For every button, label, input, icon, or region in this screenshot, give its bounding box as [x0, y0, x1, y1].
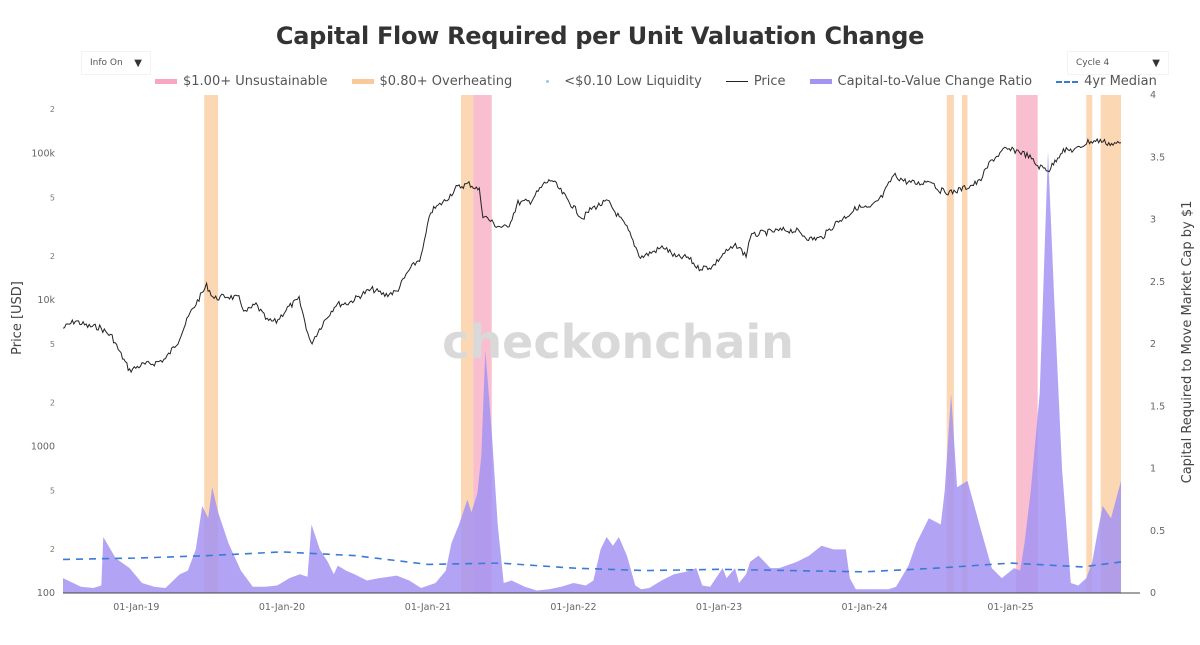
y-tick-label: 100k — [31, 148, 55, 159]
y2-tick-label: 4 — [1150, 90, 1156, 101]
y2-tick-label: 0 — [1150, 588, 1156, 599]
chart-legend: $1.00+ Unsustainable $0.80+ Overheating … — [155, 74, 1181, 89]
y-tick-label: 10k — [37, 295, 55, 306]
highlight-bands — [204, 95, 1122, 593]
legend-label: $1.00+ Unsustainable — [183, 74, 328, 89]
chart-title: Capital Flow Required per Unit Valuation… — [275, 22, 925, 50]
chevron-down-icon: ▼ — [1152, 57, 1160, 69]
legend-item-ratio[interactable]: Capital-to-Value Change Ratio — [809, 74, 1033, 89]
cycle-select-dropdown[interactable]: Cycle 4 ▼ — [1068, 52, 1168, 74]
chevron-down-icon: ▼ — [134, 57, 142, 69]
highlight-band — [204, 95, 219, 593]
highlight-band — [946, 95, 954, 593]
median-line — [62, 551, 1122, 573]
watermark: checkonchain — [442, 315, 794, 369]
highlight-band — [461, 95, 474, 593]
x-tick-label: 01-Jan-22 — [550, 602, 596, 613]
highlight-band — [1016, 95, 1038, 593]
highlight-band — [1100, 95, 1122, 593]
x-tick-label: 01-Jan-20 — [259, 602, 305, 613]
legend-swatch-overheating-icon — [351, 79, 374, 84]
y-tick-label: 1000 — [31, 441, 55, 452]
legend-item-overheating[interactable]: $0.80+ Overheating — [351, 74, 513, 89]
x-tick-label: 01-Jan-23 — [696, 602, 742, 613]
legend-swatch-price-icon — [725, 81, 748, 82]
legend-label: 4yr Median — [1084, 74, 1157, 89]
legend-item-unsustainable[interactable]: $1.00+ Unsustainable — [155, 74, 328, 89]
legend-item-low-liquidity[interactable]: <$0.10 Low Liquidity — [536, 74, 702, 89]
x-tick-label: 01-Jan-24 — [841, 602, 887, 613]
y-tick-label: 2 — [50, 545, 55, 554]
legend-item-price[interactable]: Price — [725, 74, 786, 89]
y-tick-label: 2 — [50, 105, 55, 114]
y-tick-label: 5 — [50, 340, 55, 349]
y2-tick-label: 2 — [1150, 339, 1156, 350]
y2-tick-label: 2.5 — [1150, 277, 1165, 288]
y-axis-title: Price [USD] — [10, 281, 25, 355]
x-tick-label: 01-Jan-21 — [405, 602, 451, 613]
y2-tick-label: 3.5 — [1150, 152, 1165, 163]
y2-tick-label: 3 — [1150, 215, 1156, 226]
y-tick-label: 2 — [50, 398, 55, 407]
y-tick-label: 2 — [50, 252, 55, 261]
highlight-band — [1086, 95, 1093, 593]
y-tick-label: 5 — [50, 193, 55, 202]
y-tick-label: 100 — [37, 588, 55, 599]
median-line-layer — [62, 551, 1122, 573]
legend-item-median[interactable]: 4yr Median — [1056, 74, 1157, 89]
legend-label: <$0.10 Low Liquidity — [564, 74, 702, 89]
legend-label: Price — [753, 74, 786, 89]
legend-swatch-median-icon — [1056, 80, 1079, 83]
price-line-layer — [62, 137, 1122, 374]
x-tick-label: 01-Jan-19 — [113, 602, 159, 613]
legend-swatch-ratio-icon — [809, 79, 832, 84]
x-tick-label: 01-Jan-25 — [987, 602, 1033, 613]
y2-tick-label: 1.5 — [1150, 401, 1165, 412]
info-toggle-dropdown[interactable]: Info On ▼ — [82, 52, 150, 74]
legend-label: $0.80+ Overheating — [379, 74, 513, 89]
legend-label: Capital-to-Value Change Ratio — [837, 74, 1033, 89]
y2-tick-label: 1 — [1150, 464, 1156, 475]
axes: 01-Jan-19 01-Jan-20 01-Jan-21 01-Jan-22 01-J… — [31, 90, 1165, 613]
legend-swatch-unsustainable-icon — [155, 79, 177, 84]
y2-axis-title: Capital Required to Move Market Cap by $… — [1180, 201, 1195, 484]
y-tick-label: 5 — [50, 487, 55, 496]
highlight-band — [961, 95, 968, 593]
info-dropdown-value: Info On — [90, 58, 123, 68]
price-line — [62, 137, 1122, 374]
y2-tick-label: 0.5 — [1150, 526, 1165, 537]
cycle-dropdown-value: Cycle 4 — [1076, 58, 1110, 68]
